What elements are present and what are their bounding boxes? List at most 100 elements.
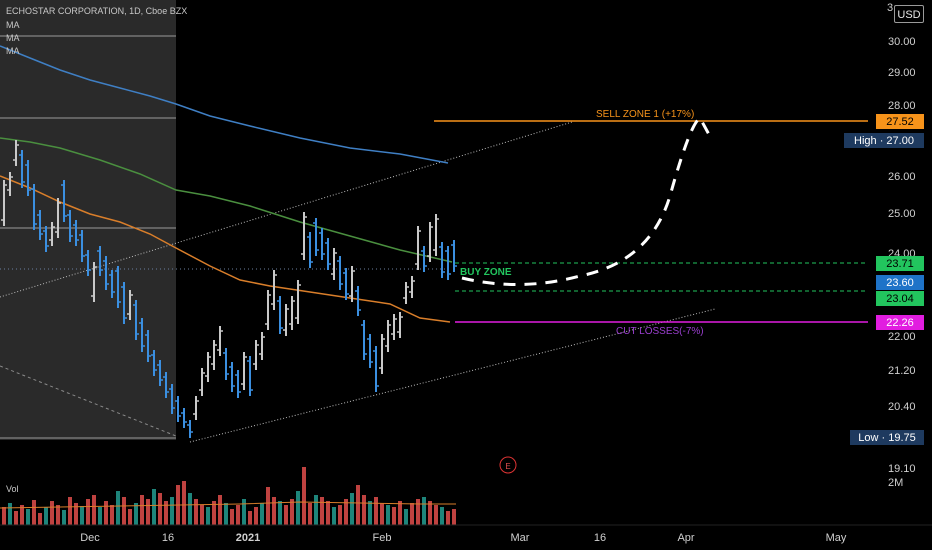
volume-bar (194, 499, 198, 525)
price-bar (259, 332, 265, 360)
price-bar (337, 256, 343, 290)
volume-bar (44, 507, 48, 525)
symbol-title[interactable]: ECHOSTAR CORPORATION, 1D, Cboe BZX (6, 6, 188, 16)
price-bar (391, 314, 397, 340)
price-bar (277, 296, 283, 334)
volume-bar (8, 503, 12, 525)
volume-bar (152, 489, 156, 525)
price-bar (169, 384, 175, 414)
price-badge-bg (876, 256, 924, 271)
moving-average-orange (0, 175, 451, 323)
volume-bar (356, 485, 360, 525)
price-bar (295, 280, 301, 324)
price-bar (73, 220, 79, 246)
volume-bar (290, 499, 294, 525)
price-bar (121, 282, 127, 324)
price-bar (433, 214, 439, 256)
price-badge-text: High · 27.00 (854, 135, 914, 147)
price-bar (343, 268, 349, 300)
left-shaded-panel (0, 0, 176, 440)
volume-bar (50, 501, 54, 525)
volume-bar (368, 501, 372, 525)
volume-bar (326, 501, 330, 525)
lower-channel-line (189, 308, 716, 443)
ohlc-bars (1, 140, 457, 438)
price-badge-bg (844, 133, 924, 148)
volume-bar (128, 509, 132, 525)
price-bar (115, 266, 121, 308)
price-bar (241, 352, 247, 390)
price-bar (43, 226, 49, 252)
price-bar (19, 150, 25, 188)
volume-bars (2, 467, 456, 525)
price-bar (421, 246, 427, 272)
buy-zone-label: BUY ZONE (460, 267, 512, 278)
volume-bar (170, 497, 174, 525)
volume-bar (332, 507, 336, 525)
price-bar (1, 180, 7, 226)
volume-bar (14, 511, 18, 525)
price-badge-bg (876, 114, 924, 129)
price-bar (13, 140, 19, 166)
volume-bar (278, 501, 282, 525)
volume-bar (260, 503, 264, 525)
indicator-ma-1[interactable]: MA (6, 20, 20, 30)
price-scale-tick: 21.20 (888, 365, 916, 377)
price-scale-tick: 25.00 (888, 208, 916, 220)
volume-bar (236, 505, 240, 525)
indicator-ma-3[interactable]: MA (6, 46, 20, 56)
price-bar (373, 346, 379, 392)
price-badge-bg (850, 430, 924, 445)
volume-bar (320, 497, 324, 525)
price-bar (157, 360, 163, 386)
price-bar (175, 396, 181, 422)
price-badge-bg (876, 315, 924, 330)
price-bar (331, 248, 337, 280)
price-bar (49, 222, 55, 246)
price-bar (325, 238, 331, 270)
volume-bar (224, 503, 228, 525)
volume-bar (266, 487, 270, 525)
volume-bar (122, 497, 126, 525)
price-bar (229, 362, 235, 392)
volume-bar (254, 507, 258, 525)
price-badge-bg (876, 291, 924, 306)
volume-bar (68, 497, 72, 525)
volume-bar (272, 497, 276, 525)
panel-dashed-line (0, 365, 177, 437)
price-bar (211, 340, 217, 370)
volume-bar (110, 505, 114, 525)
price-badge-bg (876, 275, 924, 290)
price-bar (355, 286, 361, 316)
price-bar (301, 212, 307, 260)
price-badge-text: 23.04 (886, 293, 914, 305)
volume-bar (434, 505, 438, 525)
indicator-ma-2[interactable]: MA (6, 33, 20, 43)
price-bar (403, 282, 409, 304)
price-bar (91, 262, 97, 302)
price-scale-tick: 19.10 (888, 463, 916, 475)
volume-bar (302, 467, 306, 525)
price-bar (79, 230, 85, 262)
volume-bar (284, 505, 288, 525)
time-axis-label: Mar (511, 532, 530, 544)
moving-average-blue (0, 45, 449, 164)
price-bar (199, 368, 205, 396)
volume-bar (386, 505, 390, 525)
volume-bar (212, 501, 216, 525)
time-axis-label: Apr (677, 532, 694, 544)
volume-bar (338, 505, 342, 525)
volume-bar (98, 507, 102, 525)
price-bar (103, 256, 109, 290)
price-bar (97, 246, 103, 276)
time-axis-label: 16 (162, 532, 174, 544)
time-axis-label: Dec (80, 532, 100, 544)
currency-button[interactable]: USD (894, 5, 924, 23)
time-axis-label: 2021 (236, 532, 260, 544)
price-badge: 23.04 (876, 291, 924, 306)
price-bar (37, 210, 43, 240)
sell-zone-label: SELL ZONE 1 (+17%) (596, 109, 694, 120)
price-scale-tick: 30.00 (888, 36, 916, 48)
price-bar (283, 304, 289, 336)
